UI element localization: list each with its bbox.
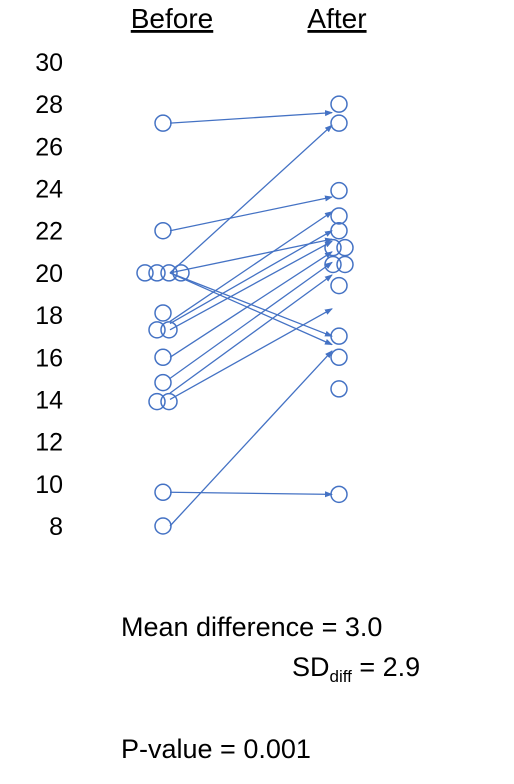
header-after: After <box>307 3 366 34</box>
before-point <box>148 321 166 339</box>
change-arrow <box>169 240 333 331</box>
sd-value: = 2.9 <box>351 652 421 682</box>
before-point <box>160 264 178 282</box>
change-arrow <box>169 272 333 346</box>
after-point <box>324 238 342 257</box>
after-point <box>330 181 348 200</box>
y-tick-label: 8 <box>49 513 63 541</box>
change-arrow <box>169 350 333 527</box>
y-tick-label: 20 <box>35 260 63 288</box>
change-arrow <box>169 261 333 379</box>
after-point <box>330 380 348 398</box>
after-point <box>324 255 342 274</box>
sd-label: SD <box>292 652 330 682</box>
change-arrow <box>169 274 333 394</box>
before-point <box>148 264 166 282</box>
y-tick-label: 30 <box>35 49 63 77</box>
change-arrow <box>169 491 333 498</box>
after-point <box>330 276 348 295</box>
change-arrow <box>169 230 333 325</box>
before-point <box>154 221 172 240</box>
before-point <box>154 114 172 132</box>
y-tick-label: 12 <box>35 429 63 457</box>
change-arrow <box>169 251 333 358</box>
change-arrow <box>169 110 333 124</box>
paired-dot-plot: Before After 30 28 26 24 22 20 18 16 14 12 10 8 <box>35 3 366 541</box>
header-before: Before <box>131 3 214 34</box>
after-point <box>330 207 348 225</box>
y-tick-label: 10 <box>35 471 63 499</box>
before-point <box>154 483 172 502</box>
y-tick-label: 22 <box>35 218 63 246</box>
y-tick-label: 24 <box>35 176 63 204</box>
before-point <box>160 321 178 339</box>
y-tick-label: 26 <box>35 133 63 161</box>
y-tick-label: 14 <box>35 386 63 414</box>
sd-diff-text: SDdiff = 2.9 <box>292 652 420 687</box>
sd-subscript: diff <box>329 667 352 686</box>
change-arrow <box>169 211 333 322</box>
before-point <box>154 517 172 535</box>
before-point <box>154 304 172 322</box>
after-point <box>336 255 354 274</box>
after-point <box>330 348 348 367</box>
before-point <box>148 392 166 411</box>
before-point <box>172 264 190 282</box>
before-point <box>160 392 178 411</box>
mean-difference-text: Mean difference = 3.0 <box>121 612 383 642</box>
y-tick-label: 28 <box>35 91 63 119</box>
before-point <box>136 264 154 282</box>
before-point <box>154 373 172 392</box>
change-arrow <box>169 124 333 274</box>
after-point <box>330 485 348 504</box>
after-point <box>330 114 348 132</box>
after-point <box>330 221 348 240</box>
after-point <box>330 95 348 113</box>
after-point <box>330 327 348 345</box>
after-point <box>336 238 354 257</box>
p-value-text: P-value = 0.001 <box>121 734 311 764</box>
change-arrow <box>169 195 333 232</box>
y-tick-label: 16 <box>35 344 63 372</box>
change-arrow <box>169 308 333 401</box>
y-tick-label: 18 <box>35 302 63 330</box>
change-arrow <box>169 237 333 274</box>
before-point <box>154 348 172 367</box>
